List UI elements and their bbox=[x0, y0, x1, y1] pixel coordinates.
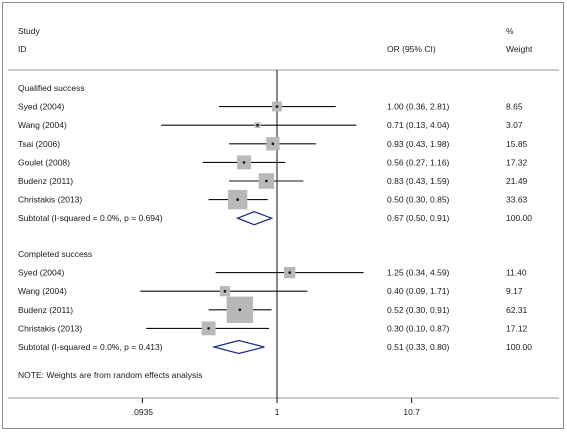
header-percent: % bbox=[506, 26, 514, 36]
x-tick-label: .0935 bbox=[132, 407, 154, 417]
estimate-text: 0.71 (0.13, 4.04) bbox=[387, 120, 450, 130]
weight-text: 8.65 bbox=[506, 102, 523, 112]
study-rows: Qualified success Syed (2004) 1.00 (0.36, … bbox=[18, 83, 532, 355]
study-label: Christakis (2013) bbox=[18, 195, 82, 205]
point-estimate bbox=[265, 179, 268, 183]
pooled-diamond bbox=[211, 339, 265, 355]
estimate-text: 1.25 (0.34, 4.59) bbox=[387, 268, 450, 278]
point-estimate bbox=[223, 289, 227, 293]
weight-text: 62.31 bbox=[506, 305, 528, 315]
subtotal-label: Subtotal (I-squared = 0.0%, p = 0.413) bbox=[18, 342, 163, 352]
group-label: Completed success bbox=[18, 249, 92, 259]
estimate-text: 0.50 (0.30, 0.85) bbox=[387, 195, 450, 205]
study-label: Christakis (2013) bbox=[18, 323, 82, 333]
header-id: ID bbox=[18, 44, 27, 54]
x-tick-label: 10.7 bbox=[403, 407, 420, 417]
weight-text: 21.49 bbox=[506, 176, 528, 186]
estimate-text: 1.00 (0.36, 2.81) bbox=[387, 102, 450, 112]
point-estimate bbox=[207, 327, 210, 330]
header-weight: Weight bbox=[506, 44, 533, 54]
weight-text: 11.40 bbox=[506, 268, 527, 278]
study-label: Wang (2004) bbox=[18, 286, 67, 296]
footnote: NOTE: Weights are from random effects an… bbox=[18, 370, 202, 380]
subtotal-estimate-text: 0.67 (0.50, 0.91) bbox=[387, 213, 450, 223]
point-estimate bbox=[271, 142, 275, 146]
subtotal-weight-text: 100.00 bbox=[506, 342, 532, 352]
group-label: Qualified success bbox=[18, 83, 85, 93]
column-headers: Study ID OR (95% CI) % Weight bbox=[18, 26, 533, 54]
point-estimate bbox=[236, 198, 239, 201]
estimate-text: 0.30 (0.10, 0.87) bbox=[387, 323, 450, 333]
point-estimate bbox=[242, 161, 246, 164]
header-estimate: OR (95% CI) bbox=[387, 44, 436, 54]
x-axis: .0935 1 10.7 bbox=[132, 398, 420, 417]
study-label: Budenz (2011) bbox=[18, 176, 73, 186]
weight-text: 17.32 bbox=[506, 157, 528, 167]
subtotal-label: Subtotal (I-squared = 0.0%, p = 0.694) bbox=[18, 213, 163, 223]
study-label: Syed (2004) bbox=[18, 102, 64, 112]
estimate-text: 0.83 (0.43, 1.59) bbox=[387, 176, 450, 186]
plot-frame bbox=[2, 2, 564, 429]
pooled-diamond bbox=[235, 211, 274, 226]
weight-text: 9.17 bbox=[506, 286, 523, 296]
study-label: Goulet (2008) bbox=[18, 157, 70, 167]
subtotal-weight-text: 100.00 bbox=[506, 213, 532, 223]
estimate-text: 0.56 (0.27, 1.16) bbox=[387, 157, 450, 167]
estimate-text: 0.52 (0.30, 0.91) bbox=[387, 305, 450, 315]
weight-text: 15.85 bbox=[506, 139, 528, 149]
point-estimate bbox=[288, 271, 291, 274]
study-label: Tsai (2006) bbox=[18, 139, 60, 149]
study-label: Budenz (2011) bbox=[18, 305, 73, 315]
subtotal-estimate-text: 0.51 (0.33, 0.80) bbox=[387, 342, 450, 352]
weight-text: 33.63 bbox=[506, 195, 528, 205]
weight-text: 17.12 bbox=[506, 323, 528, 333]
weight-text: 3.07 bbox=[506, 120, 523, 130]
header-study: Study bbox=[18, 26, 40, 36]
study-label: Wang (2004) bbox=[18, 120, 67, 130]
estimate-text: 0.93 (0.43, 1.98) bbox=[387, 139, 450, 149]
x-tick-label: 1 bbox=[275, 407, 280, 417]
estimate-text: 0.40 (0.09, 1.71) bbox=[387, 286, 450, 296]
study-label: Syed (2004) bbox=[18, 268, 64, 278]
point-estimate bbox=[238, 308, 242, 312]
point-estimate bbox=[275, 105, 279, 108]
point-estimate bbox=[256, 123, 259, 127]
